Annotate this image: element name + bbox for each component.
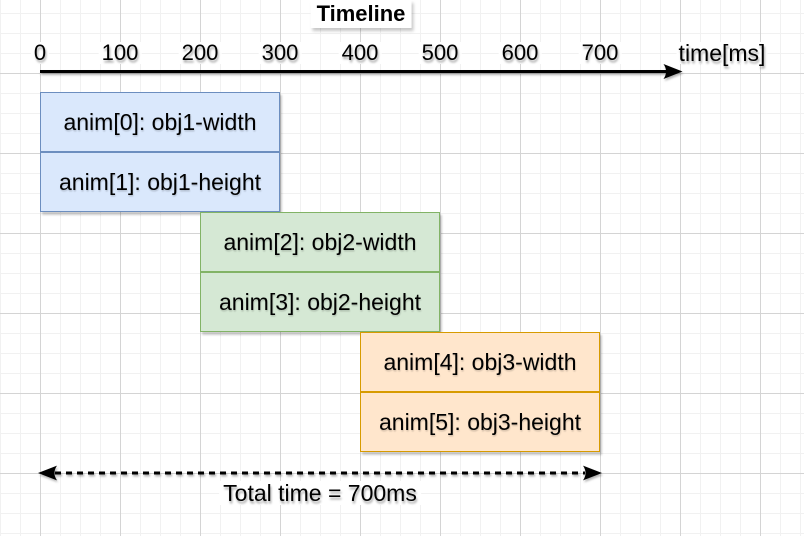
axis-tick-label: 100 [98,42,142,64]
axis-tick-label: 300 [258,42,302,64]
axis-tick-label: 400 [338,42,382,64]
track-obj1: anim[0]: obj1-width anim[1]: obj1-height [40,92,280,212]
total-arrow-left-icon [38,465,57,481]
anim-block: anim[1]: obj1-height [40,152,280,212]
track-obj2: anim[2]: obj2-width anim[3]: obj2-height [200,212,440,332]
axis-tick-label: 200 [178,42,222,64]
anim-block: anim[4]: obj3-width [360,332,600,392]
axis-tick-label: 700 [578,42,622,64]
diagram-title: Timeline [310,0,412,28]
axis-unit-label: time[ms] [676,40,768,66]
axis-tick-label: 0 [30,42,50,64]
total-time-label: Total time = 700ms [219,481,421,505]
axis-arrowhead-icon [663,64,683,79]
anim-block: anim[2]: obj2-width [200,212,440,272]
axis-tick-label: 600 [498,42,542,64]
axis-tick-label: 500 [418,42,462,64]
anim-block: anim[0]: obj1-width [40,92,280,152]
anim-block: anim[5]: obj3-height [360,392,600,452]
track-obj3: anim[4]: obj3-width anim[5]: obj3-height [360,332,600,452]
total-arrow-right-icon [583,465,602,481]
anim-block: anim[3]: obj2-height [200,272,440,332]
